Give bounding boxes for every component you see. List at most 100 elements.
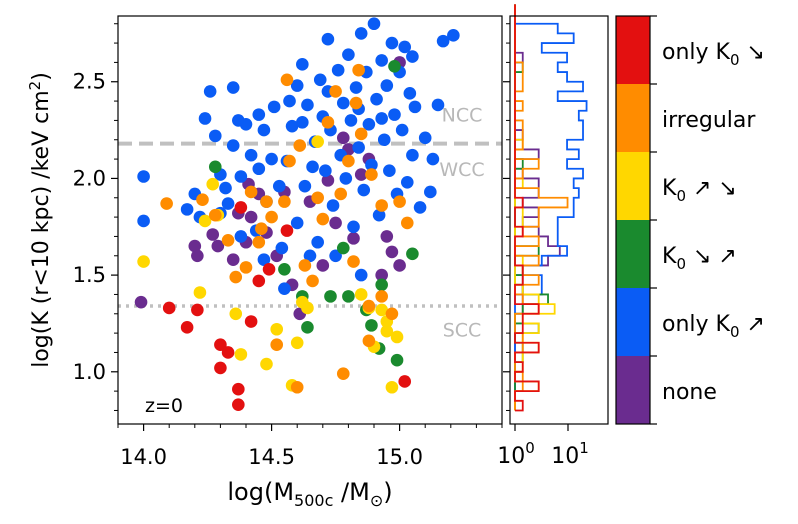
point-4-29 xyxy=(375,290,388,303)
point-1-78 xyxy=(431,98,445,112)
histogram-panel: 100 101 xyxy=(497,4,609,469)
point-2-13 xyxy=(336,241,350,255)
point-1-40 xyxy=(326,199,340,212)
y-tick-label-2: 2.0 xyxy=(73,166,106,190)
point-2-9 xyxy=(375,278,388,292)
point-4-26 xyxy=(393,195,406,208)
point-4-30 xyxy=(385,307,399,321)
point-1-45 xyxy=(342,48,355,61)
colorbar: none only K0 ↗ K0 ↘ ↗ K0 ↗ ↘ irregular o… xyxy=(615,15,765,425)
point-1-92 xyxy=(226,81,240,94)
colorbar-segment-0 xyxy=(616,356,650,424)
point-3-8 xyxy=(270,322,284,336)
point-0-8 xyxy=(244,210,258,224)
point-4-34 xyxy=(362,334,376,348)
point-4-31 xyxy=(290,380,304,394)
point-0-0 xyxy=(134,295,148,309)
point-1-86 xyxy=(296,58,309,71)
colorbar-segment-5 xyxy=(616,16,650,84)
point-1-55 xyxy=(367,17,381,31)
point-4-12 xyxy=(293,139,307,152)
point-4-1 xyxy=(196,193,209,206)
point-4-2 xyxy=(208,208,222,222)
point-1-41 xyxy=(331,63,345,77)
point-0-24 xyxy=(385,245,399,259)
point-4-15 xyxy=(311,191,324,205)
y-axis-label: log(K (r<10 kpc) /keV cm2) xyxy=(26,72,54,368)
point-1-91 xyxy=(252,162,266,176)
point-5-0 xyxy=(162,301,176,315)
point-1-24 xyxy=(278,282,291,295)
point-4-23 xyxy=(354,127,368,141)
redshift-annotation: z=0 xyxy=(145,395,183,417)
point-3-12 xyxy=(301,301,314,315)
point-4-24 xyxy=(365,168,378,181)
point-3-17 xyxy=(375,303,388,317)
hist-xtick-label-0: 100 xyxy=(497,439,535,469)
point-1-90 xyxy=(375,112,388,125)
point-1-43 xyxy=(336,96,350,110)
y-tick-label-0: 1.0 xyxy=(73,360,106,384)
point-0-16 xyxy=(321,174,335,187)
point-1-48 xyxy=(349,81,363,94)
point-4-3 xyxy=(221,234,235,247)
colorbar-label-only-k0-up: only K0 ↗ xyxy=(662,312,765,341)
point-1-67 xyxy=(398,40,412,54)
point-4-17 xyxy=(321,116,335,129)
point-1-20 xyxy=(265,152,278,166)
point-3-19 xyxy=(385,380,399,394)
point-1-51 xyxy=(357,183,371,197)
point-1-26 xyxy=(285,119,299,133)
point-4-18 xyxy=(329,85,342,98)
colorbar-segments xyxy=(616,15,657,425)
point-1-30 xyxy=(298,179,312,193)
point-1-35 xyxy=(313,73,327,87)
point-5-5 xyxy=(214,361,227,375)
point-5-2 xyxy=(191,303,204,317)
point-4-27 xyxy=(400,216,414,230)
point-0-17 xyxy=(329,216,342,230)
point-1-27 xyxy=(290,79,304,92)
point-1-83 xyxy=(234,230,248,243)
point-1-44 xyxy=(339,172,353,185)
histogram-y-ticks xyxy=(503,23,510,411)
point-3-1 xyxy=(193,286,207,299)
point-1-56 xyxy=(370,92,383,106)
point-2-4 xyxy=(324,290,337,303)
point-1-57 xyxy=(372,208,386,222)
point-1-21 xyxy=(267,100,281,114)
point-1-59 xyxy=(377,133,391,147)
colorbar-labels: none only K0 ↗ K0 ↘ ↗ K0 ↗ ↘ irregular o… xyxy=(662,40,765,405)
point-4-11 xyxy=(283,154,296,168)
point-3-13 xyxy=(311,135,324,148)
point-1-61 xyxy=(383,164,396,177)
point-4-37 xyxy=(252,235,266,249)
point-1-50 xyxy=(354,27,368,40)
scatter-points xyxy=(134,17,460,411)
point-3-7 xyxy=(260,357,273,371)
point-1-75 xyxy=(426,152,440,166)
y-tick-label-3: 2.5 xyxy=(73,70,106,94)
point-2-3 xyxy=(301,321,314,334)
point-0-22 xyxy=(336,131,350,145)
point-1-73 xyxy=(418,131,432,145)
point-5-1 xyxy=(180,321,194,334)
point-1-53 xyxy=(362,117,376,131)
point-3-3 xyxy=(206,177,220,191)
threshold-label-wcc: WCC xyxy=(439,159,484,181)
point-0-1 xyxy=(188,239,202,253)
x-tick-label-1: 14.5 xyxy=(248,445,295,469)
point-1-89 xyxy=(406,50,419,63)
colorbar-label-none: none xyxy=(662,380,717,405)
point-4-5 xyxy=(239,261,253,274)
point-4-6 xyxy=(244,185,258,199)
colorbar-segment-4 xyxy=(616,84,650,152)
histogram-frame xyxy=(509,15,609,425)
point-3-0 xyxy=(137,255,150,268)
x-axis-label: log(M500c /M⊙) xyxy=(227,478,392,510)
point-1-18 xyxy=(257,123,271,137)
point-2-11 xyxy=(406,247,419,261)
point-1-2 xyxy=(180,203,194,216)
